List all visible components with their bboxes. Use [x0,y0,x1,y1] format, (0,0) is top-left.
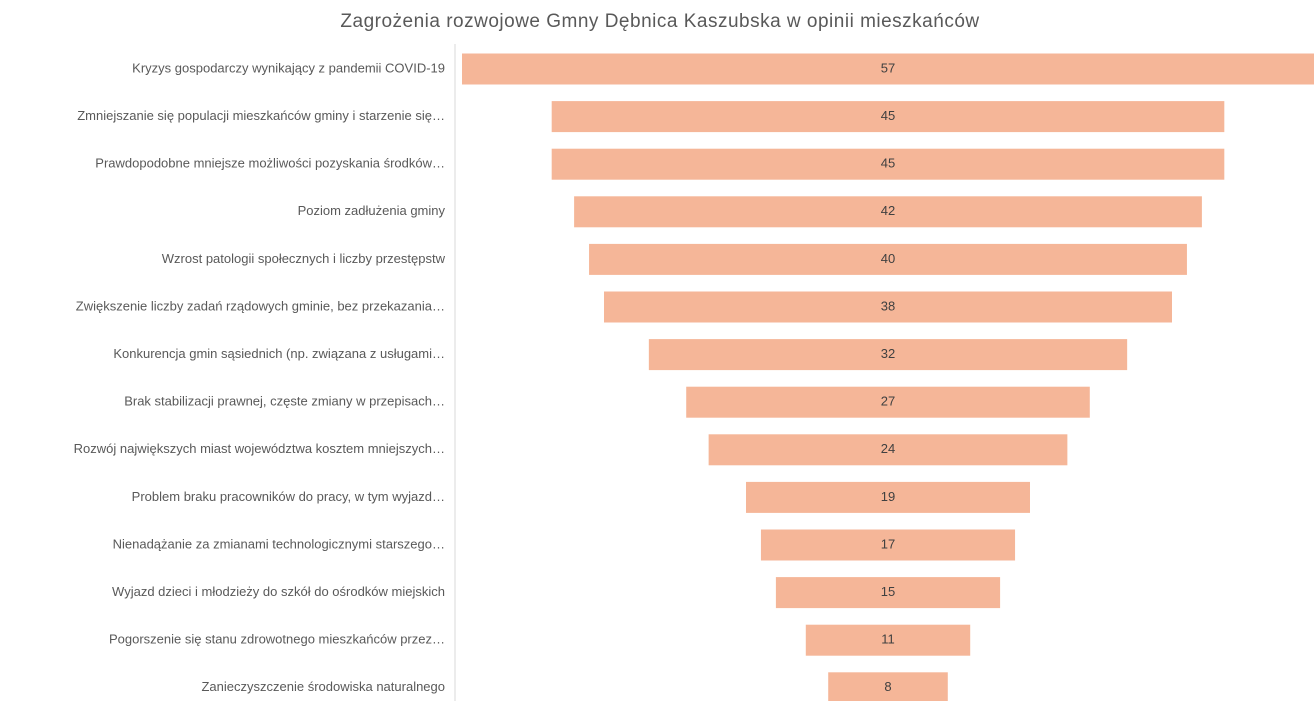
category-label: Wzrost patologii społecznych i liczby pr… [162,251,446,266]
category-label: Rozwój największych miast województwa ko… [74,441,445,456]
category-label: Poziom zadłużenia gminy [298,203,446,218]
chart-title: Zagrożenia rozwojowe Gmny Dębnica Kaszub… [340,11,979,32]
category-label: Zanieczyszczenie środowiska naturalnego [201,679,445,694]
data-label: 42 [881,203,895,218]
bar [574,196,1202,228]
category-label: Brak stabilizacji prawnej, częste zmiany… [124,394,445,409]
category-label: Kryzys gospodarczy wynikający z pandemii… [132,60,445,75]
bar [775,577,1001,609]
category-label: Wyjazd dzieci i młodzieży do szkół do oś… [112,584,445,599]
bar [551,148,1225,180]
data-label: 45 [881,108,895,123]
bar [589,243,1187,275]
bar [551,101,1225,133]
data-label: 19 [881,489,895,504]
bar [686,386,1090,418]
bar [805,624,971,656]
data-label: 38 [881,298,895,313]
data-label: 40 [881,251,895,266]
data-label: 17 [881,536,895,551]
data-label: 11 [881,632,895,647]
data-label: 45 [881,156,895,171]
category-label: Pogorszenie się stanu zdrowotnego mieszk… [109,632,445,647]
category-label: Prawdopodobne mniejsze możliwości pozysk… [95,156,445,171]
category-label: Zmniejszanie się populacji mieszkańców g… [77,108,445,123]
bar [648,339,1128,371]
data-label: 15 [881,584,895,599]
category-label: Nienadążanie za zmianami technologicznym… [113,536,445,551]
bar [828,672,948,701]
data-label: 32 [881,346,895,361]
category-label: Problem braku pracowników do pracy, w ty… [132,489,445,504]
bar [760,529,1016,561]
category-label: Konkurencja gmin sąsiednich (np. związan… [113,346,445,361]
category-label: Zwiększenie liczby zadań rządowych gmini… [76,298,445,313]
data-label: 27 [881,394,895,409]
bar [604,291,1172,323]
data-label: 24 [881,441,895,456]
bar [746,481,1030,513]
bar [462,53,1314,85]
bar [708,434,1068,466]
data-label: 8 [884,679,891,694]
data-label: 57 [881,60,895,75]
